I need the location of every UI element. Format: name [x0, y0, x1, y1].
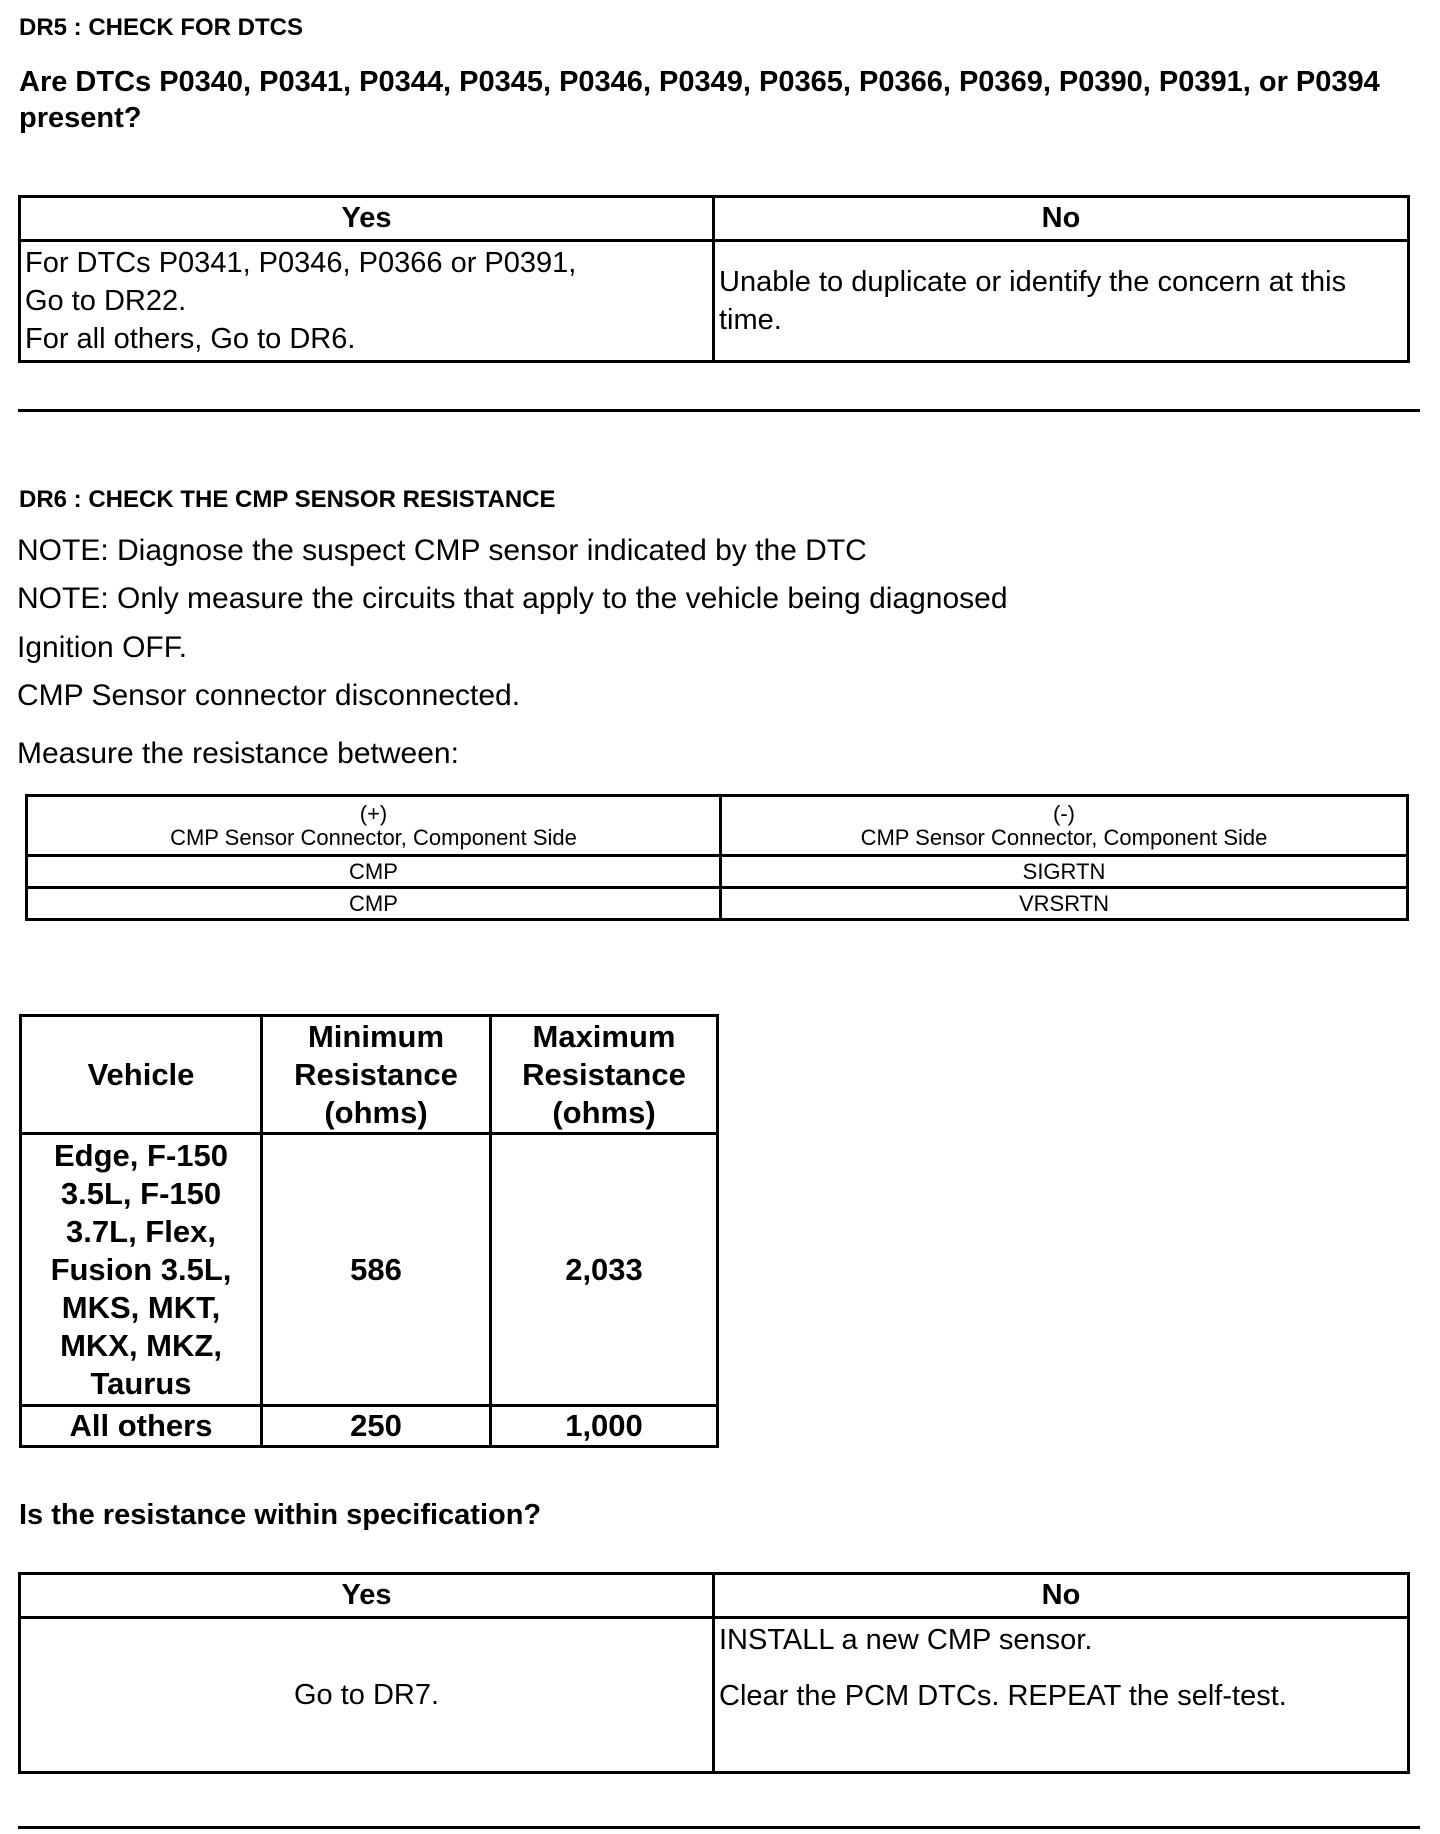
dr6-question: Is the resistance within specification? [19, 1499, 542, 1531]
min-cell: 586 [260, 1132, 492, 1407]
link-dr6[interactable]: For all others, Go to DR6. [25, 323, 356, 355]
divider [18, 1826, 1420, 1829]
vehicle-cell: All others [19, 1404, 263, 1448]
link-dr7[interactable]: Go to DR7. [18, 1616, 715, 1774]
divider [18, 409, 1420, 412]
step-ignition: Ignition OFF. [17, 631, 188, 664]
header-vehicle: Vehicle [19, 1014, 263, 1135]
cell: VRSRTN [719, 886, 1409, 921]
yes-header: Yes [18, 195, 715, 242]
spec-table: Vehicle Minimum Resistance (ohms) Maximu… [19, 1014, 719, 1448]
no-cell: Unable to duplicate or identify the conc… [712, 239, 1410, 363]
dr6-title: DR6 : CHECK THE CMP SENSOR RESISTANCE [19, 486, 556, 513]
dr5-question: Are DTCs P0340, P0341, P0344, P0345, P03… [19, 66, 1380, 134]
cell: CMP [25, 886, 722, 921]
vehicle-cell: Edge, F-150 3.5L, F-150 3.7L, Flex, Fusi… [19, 1132, 263, 1407]
measurement-table: (+) CMP Sensor Connector, Component Side … [25, 794, 1409, 921]
dr6-answer-table: Yes No Go to DR7. INSTALL a new CMP senso… [18, 1572, 1410, 1774]
dr5-title: DR5 : CHECK FOR DTCS [19, 14, 304, 41]
header-max: Maximum Resistance (ohms) [489, 1014, 719, 1135]
no-cell: INSTALL a new CMP sensor. Clear the PCM D… [712, 1616, 1410, 1774]
note-2: NOTE: Only measure the circuits that app… [17, 582, 1008, 615]
max-cell: 1,000 [489, 1404, 719, 1448]
yes-cell: For DTCs P0341, P0346, P0366 or P0391, G… [18, 239, 715, 363]
cell: CMP [25, 854, 722, 889]
cell: SIGRTN [719, 854, 1409, 889]
yes-header: Yes [18, 1572, 715, 1619]
min-cell: 250 [260, 1404, 492, 1448]
step-connector: CMP Sensor connector disconnected. [17, 679, 521, 712]
no-header: No [712, 195, 1410, 242]
header-plus: (+) CMP Sensor Connector, Component Side [25, 794, 722, 857]
header-min: Minimum Resistance (ohms) [260, 1014, 492, 1135]
measure-label: Measure the resistance between: [17, 737, 459, 770]
max-cell: 2,033 [489, 1132, 719, 1407]
link-dr22[interactable]: Go to DR22. [25, 285, 187, 317]
no-header: No [712, 1572, 1410, 1619]
header-minus: (-) CMP Sensor Connector, Component Side [719, 794, 1409, 857]
link-dr22: For DTCs P0341, P0346, P0366 or P0391, [25, 247, 577, 279]
note-1: NOTE: Diagnose the suspect CMP sensor in… [17, 534, 867, 567]
dr5-answer-table: Yes No For DTCs P0341, P0346, P0366 or P0… [18, 195, 1410, 363]
